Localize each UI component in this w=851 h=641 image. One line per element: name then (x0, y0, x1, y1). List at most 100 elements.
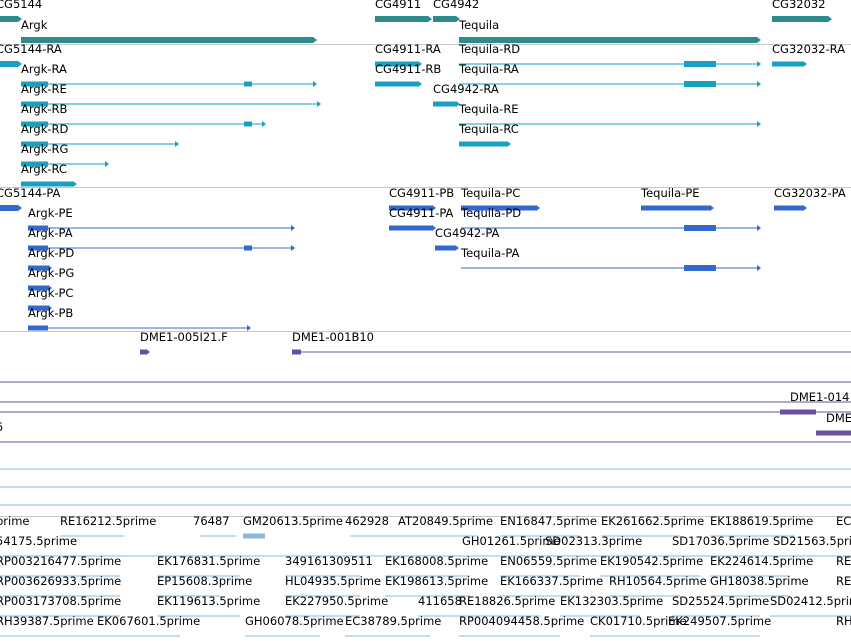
est-feature[interactable]: EK119613.5prime (157, 594, 260, 617)
protein-feature[interactable]: Argk-PA (28, 226, 295, 251)
transcript-feature[interactable]: CG5144-RA (0, 42, 62, 67)
est-feature[interactable]: 462928 (345, 514, 400, 537)
protein-feature[interactable]: CG4911-PB (389, 186, 454, 211)
est-feature[interactable]: SD02412.5prime (770, 594, 851, 617)
est-feature[interactable]: GH06078.5prime (245, 614, 344, 637)
protein-feature[interactable]: Tequila-PC (460, 186, 540, 211)
est-feature[interactable]: RP003173708.5prime (0, 594, 121, 617)
est-feature[interactable]: EN06559.5prime (500, 554, 597, 577)
est-feature[interactable]: EK227950.5prime (285, 594, 388, 617)
transcript-feature[interactable]: Argk-RD (21, 122, 179, 147)
est-feature[interactable]: RH10564.5prime (609, 574, 707, 597)
est-feature[interactable] (0, 468, 851, 470)
contig-feature[interactable]: 5 (0, 420, 851, 445)
est-feature[interactable]: SD21563.5prime (773, 534, 851, 557)
est-feature[interactable]: AT20849.5prime (398, 514, 493, 537)
est-feature[interactable]: RH (836, 614, 851, 628)
est-feature[interactable]: EK166337.5prime (500, 574, 603, 597)
est-feature[interactable]: RE (836, 554, 851, 568)
est-feature[interactable]: 76487 (193, 514, 236, 537)
protein-feature[interactable]: Tequila-PD (460, 206, 761, 231)
protein-feature[interactable]: CG5144-PA (0, 186, 61, 211)
gene-feature[interactable]: CG32032 (772, 0, 832, 22)
protein-feature[interactable]: Argk-PG (28, 266, 74, 291)
est-track[interactable]: prime RE16212.5prime 76487 GM20613.5prime46… (0, 468, 851, 637)
est-feature[interactable]: 54175.5prime (0, 534, 851, 557)
est-feature[interactable]: EK190542.5prime (600, 554, 703, 577)
contig-feature[interactable]: DME1-014 (0, 390, 851, 415)
protein-feature[interactable]: Tequila-PE (640, 186, 714, 211)
protein-feature[interactable]: Argk-PC (28, 286, 73, 311)
gene-feature[interactable]: Tequila (458, 18, 761, 43)
transcript-feature[interactable]: CG4911-RA (375, 42, 441, 67)
est-feature[interactable]: GH18038.5prime (710, 574, 809, 597)
protein-feature[interactable]: CG32032-PA (774, 186, 846, 211)
est-feature[interactable]: EK224614.5prime (710, 554, 813, 577)
est-feature[interactable]: EK249507.5prime (668, 614, 771, 637)
contig-feature[interactable]: DME (816, 411, 851, 436)
est-feature[interactable]: prime (0, 514, 30, 528)
est-feature[interactable]: SD02313.3prime (545, 534, 642, 557)
est-feature[interactable]: RP003626933.5prime (0, 574, 121, 597)
est-feature[interactable]: EK198613.5prime (385, 574, 488, 597)
est-feature[interactable]: EK067601.5prime (97, 614, 200, 637)
est-feature[interactable]: EK176831.5prime (157, 554, 260, 577)
est-feature[interactable]: EK168008.5prime (385, 554, 488, 577)
contig-feature[interactable]: DME1-005I21.F (140, 330, 228, 355)
contig-feature[interactable]: DME1-001B10 (292, 330, 851, 355)
est-feature[interactable]: HL04935.5prime (285, 574, 381, 597)
transcript-feature[interactable]: Argk-RC (21, 162, 77, 187)
protein-feature[interactable]: Argk-PE (28, 206, 295, 231)
est-feature[interactable]: EK261662.5prime (601, 514, 704, 537)
transcript-track[interactable]: CG5144-RA CG4911-RA Tequila-RD CG32032-RA Ar… (0, 42, 845, 187)
protein-track[interactable]: CG5144-PA CG4911-PB Tequila-PC Tequila-PE CG… (0, 186, 846, 331)
est-feature[interactable]: GM20613.5prime (243, 514, 343, 539)
est-feature[interactable]: RH39387.5prime (0, 614, 100, 637)
est-feature[interactable]: EC38789.5prime (345, 614, 441, 637)
contig-feature[interactable] (0, 379, 851, 385)
transcript-feature[interactable]: CG4911-RB (375, 62, 441, 87)
transcript-feature[interactable]: Argk-RG (21, 142, 109, 167)
protein-feature[interactable]: Tequila-PA (460, 246, 761, 271)
contig-feature[interactable] (0, 399, 851, 405)
transcript-feature[interactable]: Argk-RB (21, 102, 266, 127)
gene-feature[interactable]: CG4942 (433, 0, 479, 22)
transcript-feature[interactable]: Tequila-RC (458, 122, 519, 147)
transcript-feature[interactable]: Tequila-RD (458, 42, 761, 67)
est-feature[interactable]: SD25524.5prime (672, 594, 769, 617)
est-feature[interactable]: 411658 (418, 594, 462, 617)
est-feature[interactable]: RE18826.5prime (459, 594, 555, 617)
gene-feature[interactable]: Argk (21, 18, 317, 43)
est-feature[interactable]: RE (836, 574, 851, 588)
est-feature[interactable]: GH01261.5prime (462, 534, 561, 557)
transcript-feature[interactable]: CG32032-RA (772, 42, 845, 67)
est-feature[interactable]: EC (836, 514, 851, 528)
gene-feature[interactable]: CG5144 (0, 0, 42, 22)
est-feature[interactable]: EP15608.3prime (157, 574, 252, 597)
gene-feature[interactable]: CG4911 (375, 0, 432, 22)
transcript-feature[interactable]: CG4942-RA (433, 82, 499, 107)
est-feature[interactable] (0, 504, 851, 506)
est-feature[interactable]: CK01710.5prime (590, 614, 687, 637)
est-feature[interactable]: EN16847.5prime (500, 514, 597, 537)
est-feature[interactable]: RP004094458.5prime (459, 614, 584, 637)
est-feature[interactable] (0, 486, 851, 488)
gene-track[interactable]: CG5144 CG4911 CG4942 CG32032 Argk Tequila (0, 0, 832, 43)
protein-feature[interactable]: Argk-PB (28, 306, 251, 331)
protein-feature[interactable]: CG4911-PA (389, 206, 454, 231)
est-feature[interactable]: SD17036.5prime (672, 534, 769, 557)
transcript-feature[interactable]: Argk-RE (21, 82, 321, 107)
est-feature[interactable]: 349161309511 (285, 554, 373, 577)
est-feature[interactable]: EK132303.5prime (560, 594, 663, 617)
est-feature[interactable]: RP003216477.5prime (0, 554, 121, 577)
transcript-feature[interactable]: Tequila-RA (458, 62, 761, 87)
transcript-feature[interactable]: Argk-RA (21, 62, 317, 87)
transcript-feature[interactable]: Tequila-RE (458, 102, 761, 127)
est-feature[interactable]: EK188619.5prime (710, 514, 813, 537)
est-feature[interactable]: RE16212.5prime (60, 514, 156, 537)
contig-track[interactable]: DME1-005I21.F DME1-001B10 DME1-014 5 DME (0, 330, 851, 445)
protein-feature[interactable]: CG4942-PA (435, 226, 500, 251)
protein-feature[interactable]: Argk-PD (28, 246, 74, 271)
